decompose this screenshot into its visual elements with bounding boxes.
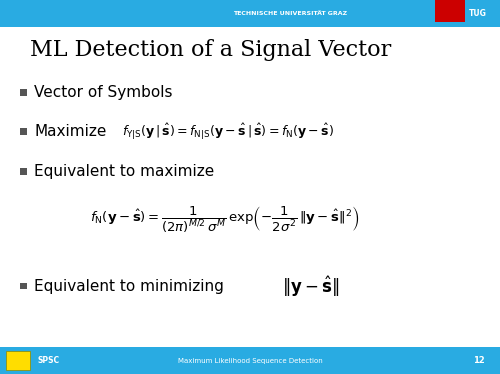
Text: Maximize: Maximize — [34, 124, 106, 139]
Bar — [0, 347, 500, 374]
Text: TUG: TUG — [468, 9, 486, 18]
Text: 12: 12 — [473, 356, 485, 365]
Bar — [435, 0, 465, 22]
Bar — [6, 351, 30, 370]
Bar — [20, 89, 27, 96]
Text: $f_{\mathrm{N}}(\mathbf{y}-\hat{\mathbf{s}}) = \dfrac{1}{(2\pi)^{M/2}\,\sigma^{M: $f_{\mathrm{N}}(\mathbf{y}-\hat{\mathbf{… — [90, 204, 359, 234]
Text: Equivalent to maximize: Equivalent to maximize — [34, 164, 214, 179]
Text: Maximum Likelihood Sequence Detection: Maximum Likelihood Sequence Detection — [178, 358, 322, 364]
Text: $\|\mathbf{y}-\hat{\mathbf{s}}\|$: $\|\mathbf{y}-\hat{\mathbf{s}}\|$ — [282, 275, 340, 299]
Text: SPSC: SPSC — [38, 356, 60, 365]
Bar — [20, 283, 27, 289]
Bar — [20, 168, 27, 175]
Text: TECHNISCHE UNIVERSITÄT GRAZ: TECHNISCHE UNIVERSITÄT GRAZ — [233, 11, 347, 16]
Text: Equivalent to minimizing: Equivalent to minimizing — [34, 279, 224, 294]
Text: $f_{\mathrm{Y|S}}(\mathbf{y}\,|\,\hat{\mathbf{s}}) = f_{\mathrm{N|S}}(\mathbf{y}: $f_{\mathrm{Y|S}}(\mathbf{y}\,|\,\hat{\m… — [122, 122, 334, 142]
Bar — [0, 0, 500, 27]
Text: Vector of Symbols: Vector of Symbols — [34, 85, 172, 100]
Bar — [20, 128, 27, 135]
Text: ML Detection of a Signal Vector: ML Detection of a Signal Vector — [30, 39, 391, 61]
